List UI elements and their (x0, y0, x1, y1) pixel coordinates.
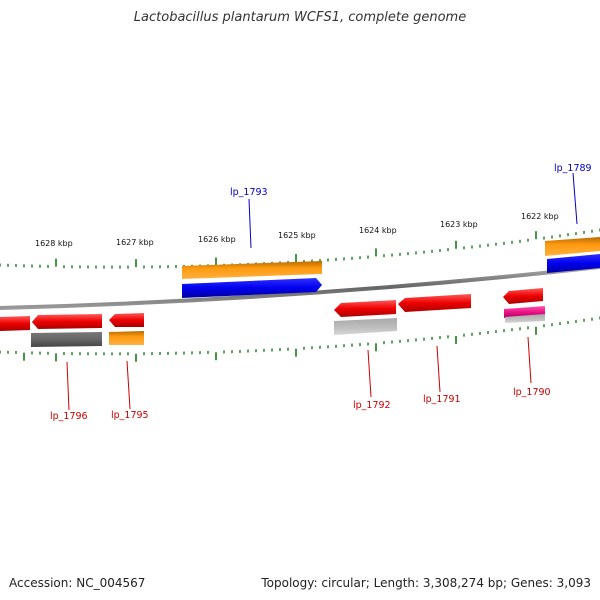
gene-feature-lp1791-red[interactable] (398, 294, 471, 312)
gene-feature-lp1792-red[interactable] (334, 300, 396, 317)
gene-feature-lp1795-orange[interactable] (109, 331, 144, 345)
gene-label-lp1795[interactable]: lp_1795 (111, 410, 149, 421)
gene-feature-lp1796-red[interactable] (32, 314, 102, 329)
leader-line-lp1791 (436, 345, 441, 393)
gene-feature-lp1789-blue[interactable] (547, 254, 600, 273)
genome-summary-text: Topology: circular; Length: 3,308,274 bp… (261, 576, 591, 590)
gene-label-lp1791[interactable]: lp_1791 (423, 394, 461, 405)
gene-label-lp1789[interactable]: lp_1789 (554, 163, 592, 174)
gene-feature-lp1790-red[interactable] (503, 288, 543, 304)
kbp-label-1626: 1626 kbp (198, 235, 236, 244)
genome-backbone (0, 265, 600, 310)
map-title: Lactobacillus plantarum WCFS1, complete … (133, 10, 467, 25)
gene-label-lp1796[interactable]: lp_1796 (50, 411, 88, 422)
kbp-label-1628: 1628 kbp (35, 239, 73, 248)
gene-feature-lp1790-gray[interactable] (505, 314, 545, 323)
gene-feature-lp1795-red[interactable] (109, 313, 144, 327)
leader-line-lp1789 (572, 172, 578, 225)
gene-feature-lp1789-orange[interactable] (545, 237, 600, 256)
leader-line-lp1790 (527, 336, 532, 384)
gene-feature-lp1796-gray[interactable] (31, 332, 102, 347)
gene-feature-lp1792-gray[interactable] (334, 318, 397, 335)
lower-tick-track (0, 316, 600, 362)
leader-line-lp1795 (126, 360, 131, 410)
upper-tick-track (0, 228, 600, 269)
gene-label-lp1792[interactable]: lp_1792 (353, 400, 391, 411)
gene-label-lp1793[interactable]: lp_1793 (230, 187, 268, 198)
kbp-label-1627: 1627 kbp (116, 238, 154, 247)
gene-feature-lp1793-blue[interactable] (182, 278, 322, 298)
gene-feature-lp1793-orange[interactable] (182, 261, 322, 279)
kbp-label-1622: 1622 kbp (521, 212, 559, 221)
gene-label-lp1790[interactable]: lp_1790 (513, 387, 551, 398)
kbp-label-1624: 1624 kbp (359, 226, 397, 235)
kbp-label-1625: 1625 kbp (278, 231, 316, 240)
accession-text: Accession: NC_004567 (9, 576, 146, 590)
gene-feature-left-edge-red[interactable] (0, 316, 30, 331)
leader-line-lp1796 (66, 361, 70, 411)
leader-line-lp1792 (367, 349, 372, 398)
leader-line-lp1793 (248, 198, 252, 249)
kbp-label-1623: 1623 kbp (440, 220, 478, 229)
